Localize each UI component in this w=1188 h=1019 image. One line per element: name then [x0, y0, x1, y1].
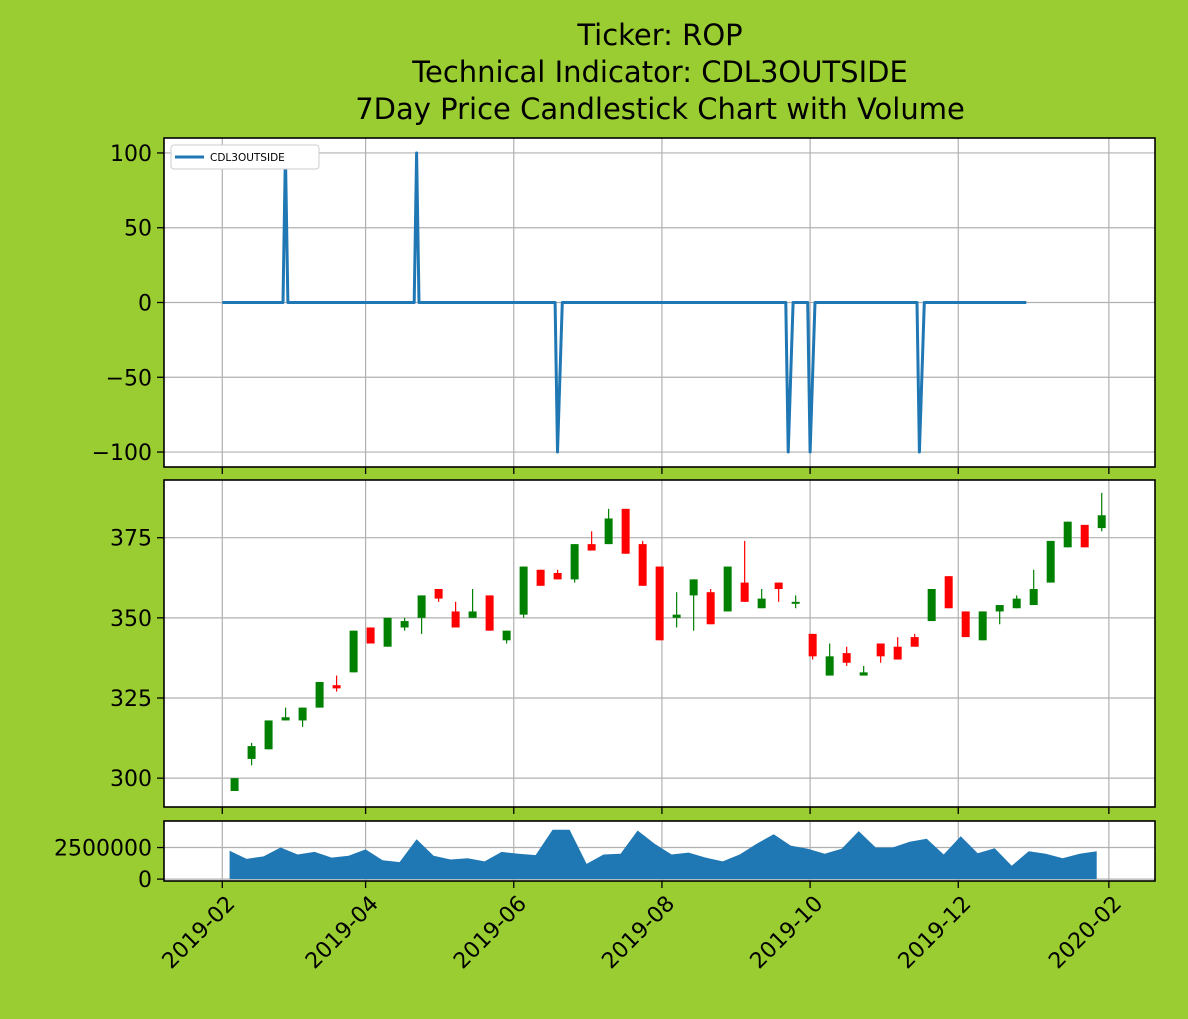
candle-body-34	[808, 633, 817, 657]
candle-body-19	[553, 572, 562, 580]
candle-body-10	[400, 621, 409, 628]
chart-title-line-3: 7Day Price Candlestick Chart with Volume	[355, 92, 965, 126]
candle-body-2	[264, 720, 273, 750]
candle-body-51	[1097, 515, 1106, 529]
volume-area	[229, 829, 1097, 880]
candle-body-14	[468, 611, 477, 618]
candle-body-31	[757, 598, 766, 609]
x-tick-label-4: 2019-10	[746, 891, 829, 974]
indicator-legend: CDL3OUTSIDE	[170, 144, 320, 170]
candles-frame	[163, 479, 1156, 808]
candles-ytick-label-2: 350	[110, 607, 152, 632]
candle-body-50	[1080, 524, 1089, 548]
candles-ytick-label-3: 375	[110, 527, 152, 552]
candle-body-23	[621, 508, 630, 554]
candle-body-33	[791, 601, 800, 604]
candle-body-22	[604, 518, 613, 545]
x-tick-label-2: 2019-06	[449, 891, 532, 974]
candle-body-38	[876, 643, 885, 657]
candle-body-44	[978, 611, 987, 641]
candle-body-0	[230, 778, 239, 791]
candles-ytick-label-1: 325	[110, 687, 152, 712]
volume-ytick-label-0: 2500000	[54, 837, 152, 862]
candle-body-16	[502, 630, 511, 641]
volume-ytick-label-1: 0	[138, 868, 152, 893]
candle-body-26	[672, 614, 681, 618]
candle-body-18	[536, 569, 545, 586]
candles-ytick-label-0: 300	[110, 767, 152, 792]
candle-body-24	[638, 544, 647, 586]
chart-title-line-2: Technical Indicator: CDL3OUTSIDE	[412, 55, 908, 89]
indicator-panel: 100 50 0 −50 −100 CDL3OUTSIDE	[92, 137, 1156, 474]
candle-body-42	[944, 576, 953, 609]
candle-body-6	[332, 685, 341, 689]
indicator-ytick-label-4: −100	[92, 441, 152, 466]
candle-body-20	[570, 544, 579, 580]
candle-body-3	[281, 717, 290, 721]
chart-title-line-1: Ticker: ROP	[577, 18, 743, 52]
x-axis: 2019-02 2019-04 2019-06 2019-08 2019-10 2019-…	[158, 891, 1127, 974]
candle-body-45	[995, 605, 1004, 612]
legend-box	[170, 144, 320, 170]
candle-body-5	[315, 681, 324, 708]
candle-body-32	[774, 582, 783, 589]
volume-panel: 2500000 0	[54, 820, 1156, 893]
candle-body-40	[910, 637, 919, 647]
legend-entry-label: CDL3OUTSIDE	[210, 152, 285, 164]
indicator-ytick-label-2: 0	[138, 292, 152, 317]
candle-body-9	[383, 617, 392, 647]
candle-body-47	[1029, 589, 1038, 606]
candle-body-11	[417, 595, 426, 618]
candle-body-39	[893, 646, 902, 660]
candle-body-4	[298, 707, 307, 721]
candles-plot-area	[164, 480, 1155, 807]
candle-body-17	[519, 566, 528, 615]
candle-body-13	[451, 611, 460, 628]
candle-body-29	[723, 566, 732, 612]
candle-body-15	[485, 595, 494, 631]
x-tick-label-3: 2019-08	[597, 891, 680, 974]
candle-body-30	[740, 582, 749, 602]
candle-body-36	[842, 653, 851, 663]
candlestick-panel: 300 325 350 375	[110, 479, 1156, 814]
candle-body-27	[689, 579, 698, 596]
candle-body-43	[961, 611, 970, 638]
candle-body-35	[825, 656, 834, 676]
candle-body-41	[927, 589, 936, 622]
x-tick-label-0: 2019-02	[158, 891, 241, 974]
x-tick-label-1: 2019-04	[301, 891, 384, 974]
candle-body-46	[1012, 598, 1021, 609]
indicator-ytick-label-1: 50	[124, 217, 152, 242]
candle-body-48	[1046, 540, 1055, 583]
indicator-series-line	[222, 151, 1027, 454]
indicator-ytick-label-0: 100	[110, 142, 152, 167]
x-tick-label-5: 2019-12	[894, 891, 977, 974]
candle-body-8	[366, 627, 375, 644]
candle-body-7	[349, 630, 358, 673]
candle-body-21	[587, 544, 596, 551]
candle-body-1	[247, 746, 256, 759]
candle-body-25	[655, 566, 664, 641]
x-tick-label-6: 2020-02	[1044, 891, 1127, 974]
volume-frame	[163, 820, 1156, 882]
candle-body-49	[1063, 521, 1072, 548]
candle-body-28	[706, 592, 715, 625]
indicator-frame	[163, 137, 1156, 468]
indicator-ytick-label-3: −50	[106, 366, 152, 391]
candle-body-12	[434, 589, 443, 599]
candle-body-37	[859, 672, 868, 676]
